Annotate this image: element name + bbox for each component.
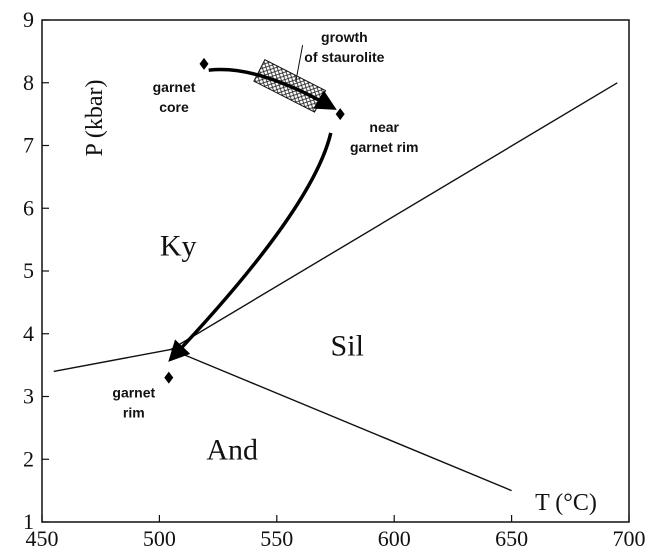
pt-path — [168, 67, 337, 362]
phase-boundary-left — [53, 348, 172, 373]
phase-boundary-sil-ky — [170, 82, 618, 351]
point-label-garnet-core: core — [159, 99, 189, 115]
x-tick-label: 500 — [143, 526, 176, 551]
point-label-garnet-rim: rim — [123, 405, 145, 421]
pt-path-arrow-decompression — [168, 132, 333, 362]
x-tick-label: 650 — [495, 526, 528, 551]
staurolite-label-line: of staurolite — [304, 49, 384, 65]
staurolite-label-line: growth — [321, 29, 368, 45]
x-tick-label: 600 — [378, 526, 411, 551]
plot-frame — [41, 19, 630, 523]
y-tick-label: 1 — [23, 509, 34, 534]
data-points: garnet core near garnet rim garnet rim — [112, 57, 418, 421]
y-tick-label: 8 — [23, 70, 34, 95]
point-label-near-garnet-rim: near — [369, 119, 399, 135]
staurolite-growth-region: growth of staurolite — [253, 29, 385, 113]
y-tick-label: 2 — [23, 446, 34, 471]
field-label-and: And — [206, 433, 258, 466]
field-label-ky: Ky — [160, 229, 197, 262]
y-tick-label: 7 — [23, 133, 34, 158]
point-label-garnet-core: garnet — [153, 79, 196, 95]
y-tick-label: 3 — [23, 384, 34, 409]
y-tick-label: 9 — [23, 7, 34, 32]
x-axis-label: T (°C) — [535, 490, 597, 516]
point-label-near-garnet-rim: garnet rim — [350, 139, 418, 155]
y-tick-label: 4 — [23, 321, 34, 346]
phase-boundaries — [53, 82, 618, 492]
axis-ticks: 450 500 550 600 650 700 1 2 3 4 5 6 7 8 9 — [23, 7, 646, 551]
y-axis-label: P (kbar) — [82, 79, 108, 156]
phase-boundary-and-sil — [170, 348, 512, 492]
y-tick-label: 5 — [23, 258, 34, 283]
point-marker-near-garnet-rim — [335, 108, 345, 121]
field-labels: Ky Sil And — [160, 229, 364, 466]
x-tick-label: 450 — [26, 526, 59, 551]
y-tick-label: 6 — [23, 195, 34, 220]
x-tick-label: 700 — [613, 526, 646, 551]
point-label-garnet-rim: garnet — [112, 385, 155, 401]
pt-path-arrow-prograde — [208, 67, 337, 110]
point-marker-garnet-core — [199, 57, 209, 70]
field-label-sil: Sil — [331, 330, 364, 363]
staurolite-leader-line — [295, 45, 304, 82]
x-tick-label: 550 — [260, 526, 293, 551]
point-marker-garnet-rim — [164, 371, 174, 384]
